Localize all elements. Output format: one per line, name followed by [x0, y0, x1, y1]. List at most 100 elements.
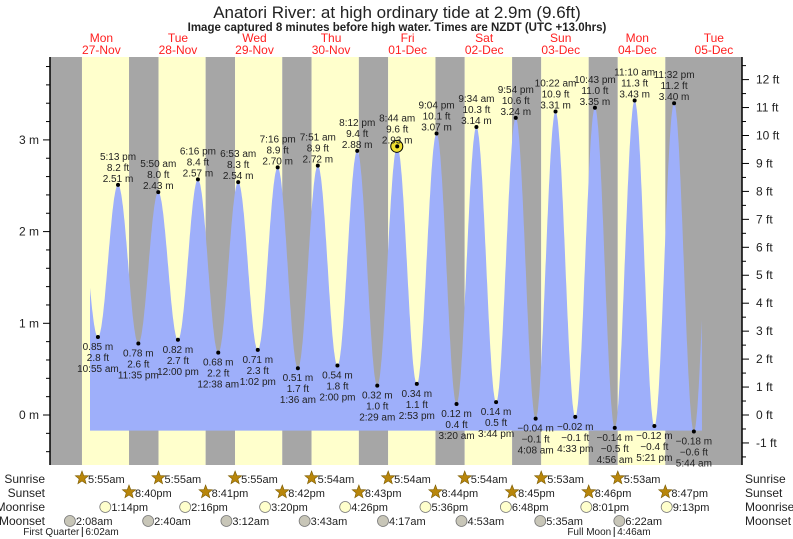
low-tide-label: 2.8 ft: [87, 353, 109, 364]
moonrise-icon: [499, 501, 512, 513]
sunset-time: 8:47pm: [671, 488, 708, 500]
low-tide-point: [494, 400, 499, 405]
high-tide-point: [355, 148, 360, 153]
low-tide-label: 0.51 m: [283, 373, 314, 384]
right-tick-label: 6 ft: [756, 240, 773, 254]
high-tide-point: [632, 98, 637, 103]
high-tide-label: 10.9 ft: [542, 89, 570, 100]
high-tide-label: 8.3 ft: [227, 160, 249, 171]
low-tide-point: [136, 341, 141, 346]
sun-icon: [581, 484, 597, 499]
sun-icon: [351, 484, 367, 499]
sun-icon: [427, 484, 443, 499]
sun-icon: [504, 484, 520, 499]
day-label-dow: Mon: [626, 31, 649, 45]
low-tide-label: 0.71 m: [243, 355, 274, 366]
day-label-date: 01-Dec: [388, 43, 427, 57]
low-tide-label: 0.34 m: [402, 389, 433, 400]
day-label-date: 02-Dec: [465, 43, 504, 57]
low-tide-label: 2.2 ft: [207, 369, 229, 380]
low-tide-label: 1.0 ft: [366, 402, 388, 413]
high-tide-label: 3.31 m: [540, 100, 571, 111]
day-label-dow: Wed: [242, 31, 266, 45]
low-tide-point: [255, 347, 260, 352]
low-tide-label: 0.82 m: [163, 345, 194, 356]
low-tide-label: 2.3 ft: [247, 366, 269, 377]
low-tide-label: 4:33 pm: [557, 444, 593, 455]
high-tide-label: 9.6 ft: [386, 124, 408, 135]
high-tide-label: 8.2 ft: [107, 163, 129, 174]
low-tide-label: −0.04 m: [517, 424, 553, 435]
low-tide-label: −0.02 m: [557, 422, 593, 433]
right-tick-label: 0 ft: [756, 408, 773, 422]
high-tide-label: 11.2 ft: [661, 81, 688, 92]
low-tide-point: [414, 381, 419, 386]
high-tide-label: 8.0 ft: [147, 170, 169, 181]
low-tide-point: [652, 424, 657, 429]
moonset-icon: [455, 515, 468, 527]
sunrise-row-label-right: Sunrise: [745, 472, 786, 486]
sunrise-time: 5:53am: [547, 474, 584, 486]
day-label-date: 29-Nov: [235, 43, 274, 57]
day-label-date: 03-Dec: [541, 43, 580, 57]
sunrise-time: 5:54am: [471, 474, 508, 486]
day-label-date: 30-Nov: [312, 43, 351, 57]
high-tide-label: 7:16 pm: [260, 134, 296, 145]
right-tick-label: 11 ft: [756, 101, 779, 115]
sunset-time: 8:42pm: [288, 488, 325, 500]
sun-icon: [274, 484, 290, 499]
sunrise-time: 5:54am: [394, 474, 431, 486]
low-tide-label: 1.1 ft: [406, 400, 428, 411]
moonset-icon: [534, 515, 547, 527]
moonrise-icon: [339, 501, 352, 513]
low-tide-label: 0.14 m: [481, 407, 512, 418]
high-tide-label: 3.07 m: [421, 122, 452, 133]
sunrise-time: 5:53am: [624, 474, 661, 486]
right-tick-label: 2 ft: [756, 352, 773, 366]
low-tide-label: −0.1 ft: [561, 433, 589, 444]
chart-subtitle: Image captured 8 minutes before high wat…: [188, 22, 607, 34]
low-tide-label: 2:53 pm: [399, 411, 435, 422]
low-tide-label: 0.54 m: [322, 370, 353, 381]
day-label-dow: Tue: [704, 31, 725, 45]
low-tide-label: 2.7 ft: [167, 356, 189, 367]
low-tide-label: −0.1 ft: [522, 435, 550, 446]
high-tide-point: [474, 125, 479, 130]
sun-icon: [198, 484, 214, 499]
low-tide-label: 10:55 am: [77, 364, 119, 375]
high-tide-point: [195, 177, 200, 182]
high-tide-label: 6:16 pm: [180, 146, 216, 157]
day-label-dow: Tue: [168, 31, 189, 45]
low-tide-point: [335, 363, 340, 368]
high-tide-label: 10.3 ft: [463, 105, 491, 116]
moonset-icon: [64, 515, 76, 527]
high-tide-label: 8.9 ft: [267, 145, 289, 156]
moonrise-row-label: Moonrise: [0, 500, 45, 514]
left-tick-label: 0 m: [19, 408, 39, 422]
low-tide-point: [175, 337, 180, 342]
high-tide-label: 3.40 m: [659, 92, 690, 103]
low-tide-label: 1.8 ft: [326, 381, 348, 392]
left-tick-label: 1 m: [19, 316, 39, 330]
moonrise-time: 3:20pm: [271, 502, 308, 514]
moon-phase-name: First Quarter: [23, 527, 80, 538]
chart-title: Anatori River: at high ordinary tide at …: [213, 3, 581, 22]
day-label-date: 27-Nov: [82, 43, 121, 57]
moonset-icon: [220, 515, 233, 527]
sun-icon: [457, 470, 473, 485]
high-tide-label: 2.93 m: [382, 135, 413, 146]
low-tide-label: −0.5 ft: [601, 444, 629, 455]
tide-area: [90, 100, 702, 432]
high-tide-label: 5:13 pm: [100, 152, 136, 163]
low-tide-label: 3:20 am: [438, 431, 474, 442]
moonset-time: 3:43am: [311, 516, 348, 528]
moonset-time: 4:17am: [389, 516, 426, 528]
sun-icon: [74, 470, 90, 485]
high-tide-label: 2.57 m: [183, 168, 214, 179]
right-tick-label: 4 ft: [756, 296, 773, 310]
moonrise-time: 6:48pm: [512, 502, 549, 514]
moonrise-time: 8:01pm: [592, 502, 629, 514]
sun-icon: [151, 470, 167, 485]
sunset-time: 8:44pm: [441, 488, 478, 500]
